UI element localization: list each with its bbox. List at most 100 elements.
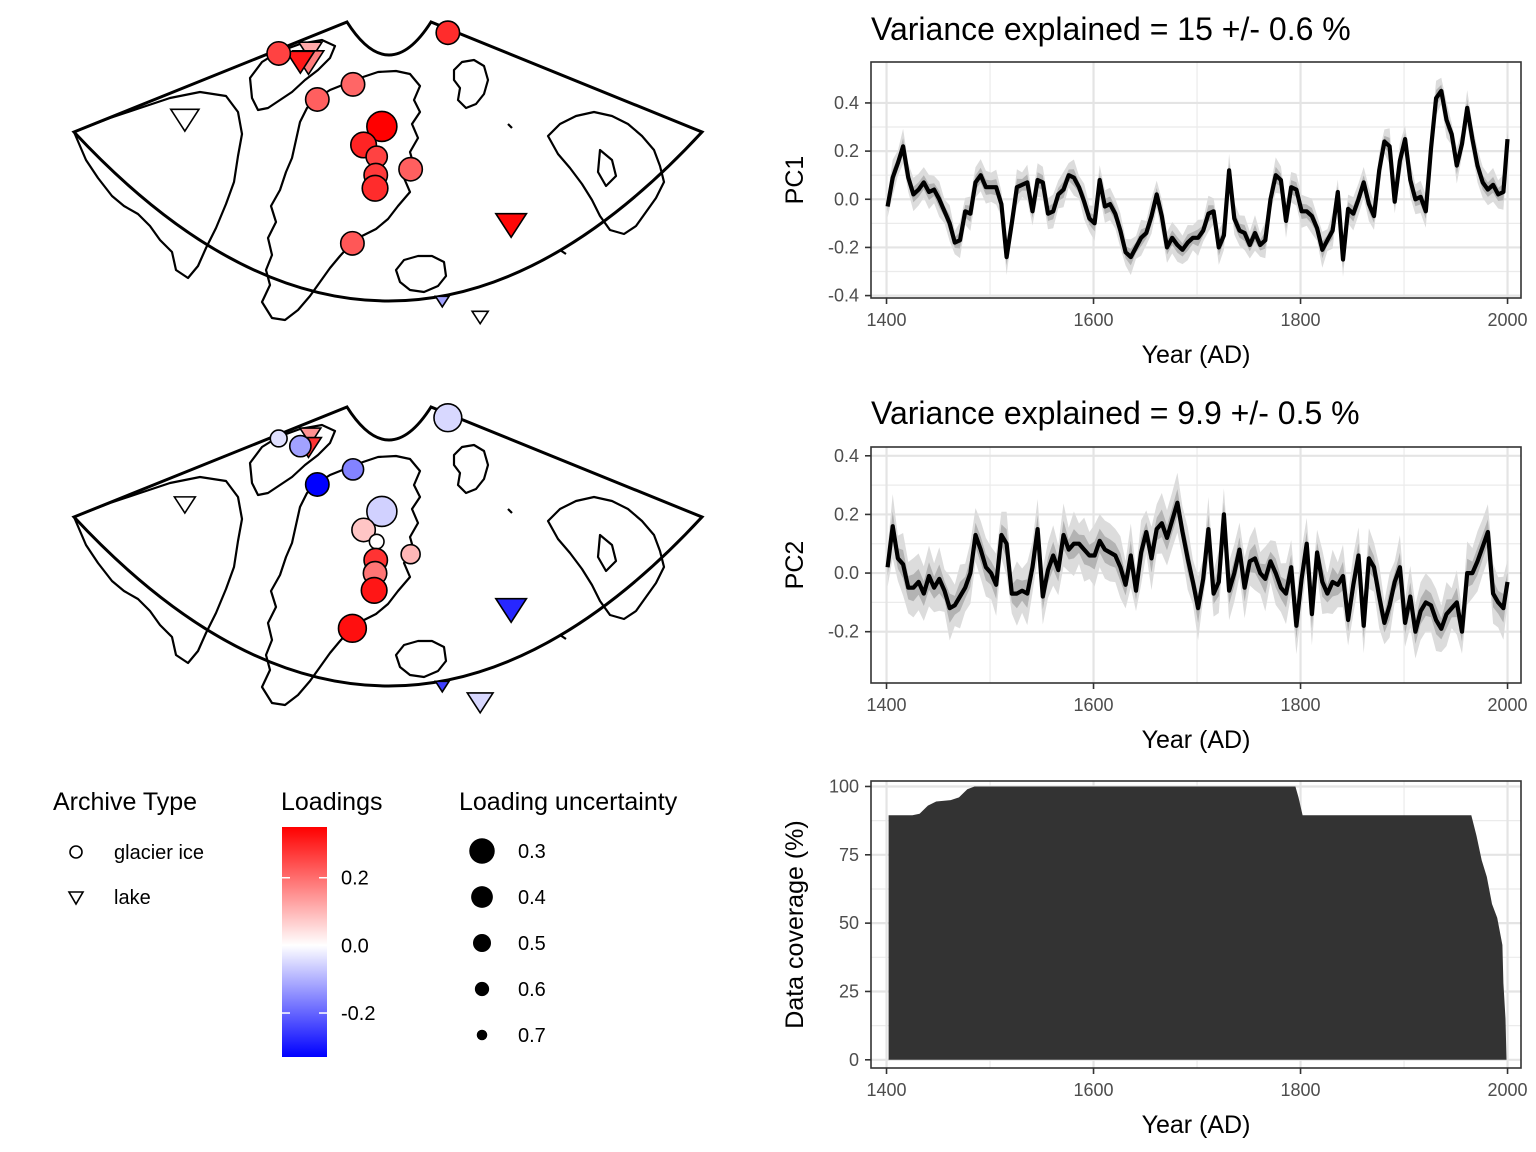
- site-glacier-marker: [351, 517, 377, 543]
- map-sites: [172, 403, 528, 715]
- site-glacier-marker: [266, 40, 292, 66]
- x-tick-label: 1400: [867, 695, 907, 715]
- x-axis-label: Year (AD): [1142, 341, 1251, 369]
- legend-triangle-icon: [67, 891, 85, 906]
- legend-circle-icon: [69, 845, 83, 859]
- uncertainty-items: 0.3 0.4 0.5 0.6 0.7: [469, 838, 546, 1047]
- map-frame: [71, 405, 705, 688]
- coast-greenland: [260, 69, 422, 322]
- site-glacier-marker: [435, 20, 461, 46]
- site-lake-marker: [470, 310, 490, 326]
- y-tick-label: 0.2: [834, 141, 859, 161]
- site-glacier-marker: [366, 495, 398, 528]
- site-glacier-marker: [304, 471, 330, 497]
- site-lake-marker: [433, 680, 451, 694]
- uncertainty-item-label: 0.4: [518, 887, 546, 909]
- site-glacier-marker: [337, 613, 368, 644]
- inner-uncertainty-band: [887, 489, 1508, 644]
- y-tick-label: 50: [839, 913, 859, 933]
- y-tick-label: 0.2: [834, 504, 859, 524]
- y-axis-label: PC1: [781, 156, 809, 205]
- site-lake-marker: [465, 692, 495, 715]
- coast-detail: [507, 123, 618, 255]
- map-frame: [71, 20, 705, 303]
- uncertainty-size-dot: [469, 838, 495, 864]
- site-glacier-marker: [400, 543, 421, 565]
- site-glacier-marker: [398, 156, 424, 182]
- site-glacier-marker: [368, 533, 385, 550]
- y-tick-label: 0.0: [834, 189, 859, 209]
- legend-uncertainty: Loading uncertainty 0.3 0.4 0.5 0.6 0.7: [459, 788, 678, 1047]
- site-glacier-marker: [288, 434, 312, 458]
- uncertainty-item-label: 0.6: [518, 979, 546, 1001]
- y-tick-label: 100: [829, 776, 859, 796]
- x-tick-label: 1600: [1074, 695, 1114, 715]
- site-glacier-marker: [304, 86, 330, 112]
- coast-iceland: [394, 254, 448, 294]
- coast-detail: [507, 508, 618, 640]
- site-glacier-marker: [269, 429, 288, 448]
- x-tick-label: 1600: [1074, 1080, 1114, 1100]
- coast-baffin: [72, 475, 244, 665]
- map-sites: [169, 20, 528, 326]
- x-tick-label: 1400: [867, 1080, 907, 1100]
- legend-uncertainty-title: Loading uncertainty: [459, 788, 678, 816]
- site-glacier-marker: [360, 576, 388, 605]
- y-tick-label: 25: [839, 981, 859, 1001]
- uncertainty-item-label: 0.7: [518, 1025, 546, 1047]
- colorbar-tick-label: 0.0: [341, 935, 369, 957]
- uncertainty-size-dot: [476, 1029, 488, 1041]
- site-lake-marker: [284, 50, 316, 75]
- series-line: [885, 500, 1510, 634]
- site-glacier-marker: [339, 230, 365, 256]
- inner-uncertainty-band: [887, 84, 1508, 268]
- coverage-area: [888, 786, 1507, 1060]
- legend-archive-title: Archive Type: [53, 788, 197, 816]
- y-tick-label: 0.4: [834, 93, 859, 113]
- x-tick-label: 1800: [1281, 1080, 1321, 1100]
- legend-archive-item-lake: lake: [114, 887, 151, 909]
- loadings-map-pc2: [71, 403, 705, 715]
- y-tick-label: 0: [849, 1050, 859, 1070]
- x-tick-label: 1600: [1074, 310, 1114, 330]
- outer-uncertainty-band: [887, 472, 1508, 659]
- y-tick-label: 0.4: [834, 446, 859, 466]
- uncertainty-size-dot: [472, 933, 492, 953]
- legend-loadings-title: Loadings: [281, 788, 382, 816]
- series-line: [885, 88, 1510, 262]
- coast-baffin: [72, 90, 244, 280]
- site-lake-marker: [433, 295, 451, 309]
- coast-svalbard: [452, 443, 490, 495]
- panel-border: [870, 446, 1522, 684]
- colorbar-ticks: 0.2 0.0 -0.2: [282, 868, 375, 1025]
- uncertainty-item-label: 0.5: [518, 933, 546, 955]
- pc2-chart: 1400 1600 1800 2000 -0.2 0.0 0.2 0.4 Year (AD) PC…: [781, 395, 1528, 754]
- y-tick-label: -0.2: [828, 622, 859, 642]
- site-lake-marker: [169, 108, 201, 133]
- site-glacier-marker: [341, 457, 365, 481]
- uncertainty-item-label: 0.3: [518, 841, 546, 863]
- panel-border: [870, 61, 1522, 299]
- coverage-chart: 1400 1600 1800 2000 0 25 50 75 100 Year (AD) Data …: [781, 776, 1528, 1139]
- colorbar-tick-label: -0.2: [341, 1003, 375, 1025]
- site-glacier-marker: [340, 71, 366, 97]
- pc1-chart: 1400 1600 1800 2000 -0.4 -0.2 0.0 0.2 0.4 Year (A…: [781, 11, 1528, 369]
- uncertainty-size-dot: [471, 886, 493, 908]
- x-axis-label: Year (AD): [1142, 726, 1251, 754]
- plot-area: [871, 62, 1521, 298]
- outer-uncertainty-band: [887, 77, 1508, 277]
- coast-greenland: [260, 454, 422, 707]
- y-tick-label: 75: [839, 845, 859, 865]
- y-axis-label: PC2: [781, 541, 809, 590]
- site-glacier-marker: [366, 110, 398, 143]
- x-tick-label: 1400: [867, 310, 907, 330]
- legend-loadings: Loadings 0.2 0.0 -0.2: [281, 788, 382, 1057]
- x-tick-label: 1800: [1281, 695, 1321, 715]
- coast-scandinavia: [546, 110, 666, 236]
- map-coastlines: [72, 423, 666, 707]
- y-tick-label: -0.4: [828, 286, 859, 306]
- loadings-map-pc1: [71, 20, 705, 326]
- x-tick-label: 2000: [1488, 1080, 1528, 1100]
- y-tick-label: -0.2: [828, 237, 859, 257]
